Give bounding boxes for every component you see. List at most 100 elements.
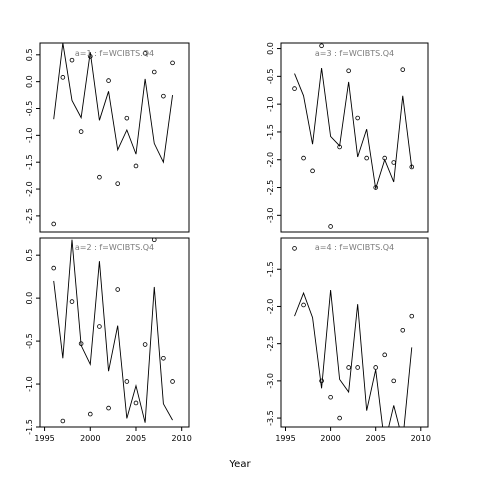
panel-2-observed-point	[346, 68, 351, 74]
panel-4-ytick-label: -1.5	[266, 261, 275, 277]
panel-2-ytick-label: -3.0	[266, 208, 275, 224]
panel-2-observed-point	[382, 155, 388, 161]
panel-4-observed-point	[400, 327, 406, 333]
panel-1-observed-point	[51, 221, 57, 227]
panel-1-ytick-label: -2.5	[25, 208, 34, 224]
panel-1-observed-point	[87, 54, 93, 59]
panel-3-observed-point	[124, 379, 130, 384]
panel-4-xtick-label: 1995	[275, 434, 295, 443]
panel-1-observed-point	[78, 129, 84, 134]
panel-2-ytick-label: -0.5	[266, 69, 275, 85]
panel-3-observed-point	[170, 379, 175, 384]
panel-1-data	[51, 43, 175, 227]
panel-3-observed-point	[51, 265, 57, 271]
panel-3-observed-point	[87, 411, 93, 417]
panel-4: -3.5 -3.0 -2.5 -2.0 -1.5 1995 2000 2005 2010 a=4 …	[266, 237, 431, 443]
panel-4-observed-point	[337, 415, 342, 421]
panel-3-observed-point	[69, 299, 75, 304]
panel-4-observed-point	[292, 246, 297, 251]
panel-1-observed-point	[151, 69, 157, 75]
panel-4-observed-point	[319, 378, 324, 384]
panel-3-observed-point	[115, 287, 120, 292]
panel-1-ytick-label: 0.5	[25, 48, 34, 61]
panel-3-xtick-label: 1995	[34, 434, 54, 443]
panel-1-ytick-label: -0.5	[25, 101, 34, 117]
panel-2-observed-point	[409, 164, 415, 170]
panel-1-observed-point	[170, 60, 175, 66]
panel-3-observed-point	[142, 342, 148, 347]
panel-2-observed-point	[310, 168, 315, 174]
panel-3-data	[51, 238, 175, 424]
panel-2-data	[292, 43, 415, 229]
panel-4-observed-point	[346, 365, 351, 370]
panel-1-observed-point	[97, 174, 102, 180]
panel-3-xtick-label: 2005	[126, 434, 146, 443]
panel-3-ytick-label: -1.0	[25, 376, 34, 392]
panel-3-ytick-label: -1.5	[25, 419, 34, 435]
panel-1-observed-point	[142, 50, 148, 56]
panel-2-observed-point	[400, 67, 406, 72]
panel-2-observed-point	[364, 155, 369, 161]
panel-4-observed-point	[391, 378, 397, 384]
panel-3-ytick-label: 0.0	[25, 292, 34, 305]
panel-2-ytick-label: -1.0	[266, 96, 275, 112]
panel-3-ytick-label: -0.5	[25, 333, 34, 349]
panel-2-observed-point	[337, 144, 342, 150]
panel-2-observed-point	[319, 43, 324, 49]
x-axis-label: Year	[228, 459, 251, 470]
panel-1-observed-point	[124, 115, 130, 121]
panel-2-observed-point	[355, 115, 360, 121]
panel-3-title: a=2 : f=WCIBTS.Q4	[75, 243, 154, 252]
panel-3-ytick-label: 0.5	[25, 249, 34, 262]
panel-2-observed-point	[391, 160, 397, 165]
panel-2-observed-point	[301, 155, 306, 161]
panel-2-ytick-label: -2.0	[266, 152, 275, 168]
panel-2-observed-point	[373, 185, 378, 190]
panel-4-observed-point	[301, 302, 306, 308]
panel-4-observed-point	[409, 313, 415, 319]
panel-4-xtick-label: 2005	[366, 434, 386, 443]
panel-3-observed-point	[60, 418, 66, 424]
panel-4-observed-point	[328, 394, 333, 400]
panel-1-observed-point	[69, 57, 75, 63]
panel-4-observed-point	[373, 365, 378, 370]
panel-4-xtick-label: 2000	[320, 434, 340, 443]
panel-4-observed-point	[355, 365, 360, 370]
panel-3-observed-point	[133, 400, 139, 406]
panel-1-observed-point	[115, 181, 120, 186]
panel-4-xtick-label: 2010	[411, 434, 431, 443]
panel-3-xtick-label: 2010	[172, 434, 192, 443]
panel-3: -1.5 -1.0 -0.5 0.0 0.5 1995 2000 2005 2010 a=2 : …	[25, 237, 192, 443]
panel-4-ytick-label: -2.5	[266, 336, 275, 352]
panel-2-observed-point	[292, 86, 297, 91]
panel-3-frame	[39, 237, 190, 428]
panel-1-frame	[39, 42, 190, 233]
panel-1-ytick-label: 0.0	[25, 75, 34, 88]
panel-1-observed-point	[161, 93, 166, 99]
panel-3-fitted-line	[53, 239, 173, 423]
panel-4-frame	[280, 237, 429, 428]
panel-1-title: a=1 : f=WCIBTS.Q4	[75, 49, 154, 58]
panel-1-observed-point	[60, 75, 66, 80]
panel-4-observed-point	[311, 438, 315, 442]
panel-4-ytick-label: -3.0	[266, 373, 275, 389]
panel-2-title: a=3 : f=WCIBTS.Q4	[315, 49, 394, 58]
panel-1-observed-point	[133, 163, 139, 169]
panel-1-ytick-label: -2.0	[25, 181, 34, 197]
panel-3-observed-point	[106, 405, 111, 411]
panel-2-frame	[280, 42, 429, 233]
panel-1-ytick-label: -1.5	[25, 154, 34, 170]
panel-1-observed-point	[106, 78, 111, 83]
panel-1-ytick-label: -1.0	[25, 128, 34, 144]
panel-2-fitted-line	[294, 67, 413, 189]
panel-3-observed-point	[78, 341, 84, 346]
panel-4-ytick-label: -3.5	[266, 410, 275, 426]
panel-4-title: a=4 : f=WCIBTS.Q4	[315, 243, 394, 252]
panel-2-ytick-label: -2.5	[266, 180, 275, 196]
panel-2-observed-point	[328, 224, 333, 229]
panel-1-fitted-line	[53, 43, 173, 164]
panel-2-ytick-label: 0.0	[266, 42, 275, 55]
panel-4-fitted-line	[294, 290, 413, 427]
panel-4-ytick-label: -2.0	[266, 299, 275, 315]
chart-panels: -2.5 -2.0 -1.5 -1.0 -0.5 0.0 0.5 a=1 : f=WCIBTS…	[25, 42, 431, 443]
